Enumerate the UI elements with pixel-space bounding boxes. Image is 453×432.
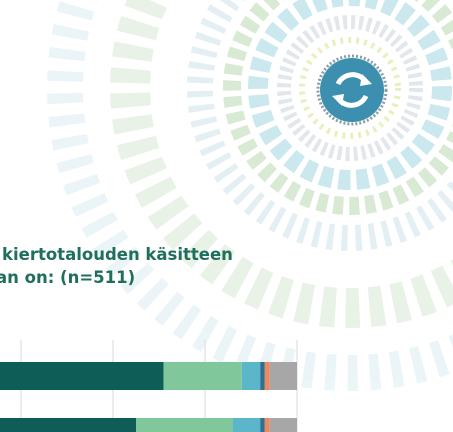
bar-segment <box>164 362 242 390</box>
recycle-icon <box>318 56 386 124</box>
bar-segment <box>265 418 270 432</box>
bar-segment <box>242 362 260 390</box>
bar-segment <box>260 418 265 432</box>
chart: kiertotalouden käsitteen an on: (n=511) <box>0 0 453 432</box>
chart-title: an on: (n=511) <box>0 268 135 287</box>
bar-segment <box>0 362 164 390</box>
bar-segment <box>136 418 233 432</box>
bar-segment <box>265 362 270 390</box>
bar-segment <box>269 418 297 432</box>
chart-title: kiertotalouden käsitteen <box>2 245 233 264</box>
bar-segment <box>233 418 261 432</box>
bar-segment <box>260 362 265 390</box>
bar-segment <box>269 362 297 390</box>
bar-segment <box>0 418 136 432</box>
page: kiertotalouden käsitteenan on: (n=511) (… <box>0 0 453 432</box>
background-decoration <box>65 0 453 373</box>
